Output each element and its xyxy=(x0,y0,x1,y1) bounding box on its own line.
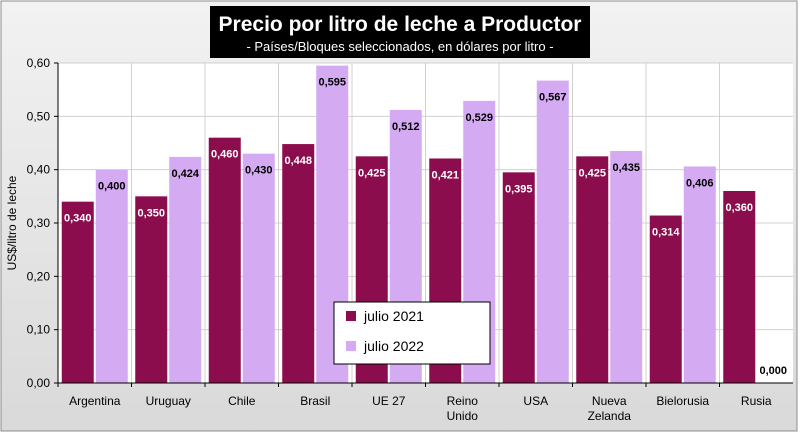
legend-label-2022: julio 2022 xyxy=(363,338,424,354)
x-tick-label: Reino Unido xyxy=(447,394,479,423)
data-label: 0,512 xyxy=(392,121,420,133)
data-label: 0,360 xyxy=(725,202,753,214)
bar-julio-2022 xyxy=(169,156,202,383)
legend-swatch-2022 xyxy=(346,341,356,351)
data-label: 0,400 xyxy=(98,181,126,193)
data-labels: 0,340 0,400 0,350 0,424 0,460 0,430 0,448 0,595… xyxy=(64,77,787,377)
data-label: 0,460 xyxy=(211,149,239,161)
data-label: 0,430 xyxy=(245,165,273,177)
x-tick-label: Rusia xyxy=(741,394,772,408)
x-tick-label: UE 27 xyxy=(372,394,406,408)
y-tick-label: 0,20 xyxy=(27,269,51,283)
x-tick-label: Nueva Zelanda xyxy=(588,394,632,423)
data-label: 0,448 xyxy=(284,155,312,167)
y-tick-label: 0,60 xyxy=(27,56,51,70)
data-label: 0,421 xyxy=(431,169,459,181)
y-tick-label: 0,30 xyxy=(27,216,51,230)
data-label: 0,406 xyxy=(686,177,714,189)
bar-julio-2021 xyxy=(282,144,315,383)
data-label: 0,395 xyxy=(505,183,533,195)
bar-julio-2021 xyxy=(61,201,94,383)
bar-julio-2021 xyxy=(576,156,609,383)
data-label: 0,567 xyxy=(539,92,567,104)
bars xyxy=(61,65,756,384)
x-tick-label: Brasil xyxy=(300,394,330,408)
legend-label-2021: julio 2021 xyxy=(363,308,424,324)
bar-julio-2021 xyxy=(649,215,682,383)
chart-subtitle: - Países/Bloques seleccionados, en dólar… xyxy=(246,39,553,54)
data-label: 0,435 xyxy=(612,162,640,174)
bar-julio-2022 xyxy=(683,166,716,383)
bar-julio-2021 xyxy=(208,137,241,383)
data-label: 0,424 xyxy=(171,168,199,180)
data-label: 0,314 xyxy=(652,227,680,239)
bar-julio-2021 xyxy=(502,172,535,383)
data-label: 0,340 xyxy=(64,213,92,225)
bar-julio-2021 xyxy=(723,191,756,383)
data-label: 0,425 xyxy=(358,167,386,179)
data-label: 0,350 xyxy=(137,207,165,219)
title-box: Precio por litro de leche a Productor - … xyxy=(210,6,590,58)
y-tick-label: 0,10 xyxy=(27,323,51,337)
y-axis-label: US$/litro de leche xyxy=(5,175,19,270)
x-tick-label: Argentina xyxy=(69,394,121,408)
legend: julio 2021 julio 2022 xyxy=(333,301,491,365)
data-label: 0,000 xyxy=(759,365,787,377)
bar-julio-2021 xyxy=(135,196,168,383)
x-tick-label: Bielorusia xyxy=(656,394,709,408)
data-label: 0,425 xyxy=(578,167,606,179)
chart-title: Precio por litro de leche a Productor xyxy=(219,13,582,36)
y-ticks: 0,00 0,10 0,20 0,30 0,40 0,50 0,60 xyxy=(27,56,59,390)
bar-julio-2022 xyxy=(610,151,643,383)
x-ticks: Argentina Uruguay Chile Brasil UE 27 Reino Uni… xyxy=(57,382,793,423)
x-tick-label: Uruguay xyxy=(146,394,191,408)
data-label: 0,529 xyxy=(465,112,493,124)
y-tick-label: 0,00 xyxy=(27,376,51,390)
x-tick-label: Chile xyxy=(228,394,256,408)
data-label: 0,595 xyxy=(318,77,346,89)
bar-julio-2022 xyxy=(536,80,569,383)
bar-julio-2022 xyxy=(242,153,275,383)
legend-box xyxy=(333,301,491,365)
x-tick-label: USA xyxy=(523,394,548,408)
legend-swatch-2021 xyxy=(346,311,356,321)
y-tick-label: 0,50 xyxy=(27,109,51,123)
y-tick-label: 0,40 xyxy=(27,163,51,177)
bar-julio-2022 xyxy=(95,169,128,383)
